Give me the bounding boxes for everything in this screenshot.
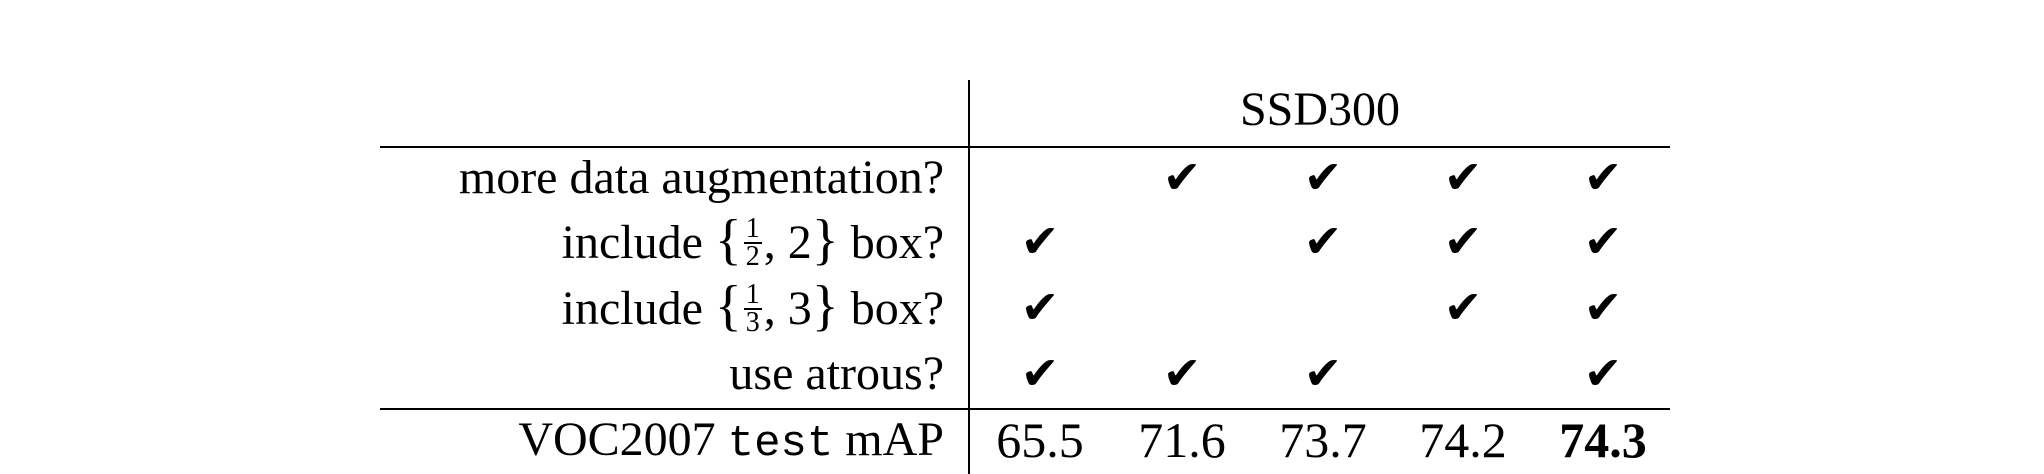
check-mark-icon: ✔ xyxy=(1020,346,1060,400)
map-value-cell: 73.7 xyxy=(1279,412,1367,468)
column-divider xyxy=(968,80,970,474)
row-label-aspect-ratio-2: include {1 2, 2} box? xyxy=(562,212,944,274)
fraction-numerator: 1 xyxy=(743,212,762,244)
check-mark-icon: ✔ xyxy=(1583,280,1623,334)
check-mark-icon: ✔ xyxy=(1443,150,1483,204)
table-header-ssd300: SSD300 xyxy=(1239,83,1401,136)
map-value-cell: 71.6 xyxy=(1138,412,1226,468)
fraction-denominator: 2 xyxy=(745,240,760,272)
map-value-cell: 65.5 xyxy=(996,412,1084,468)
row-label-voc2007-map: VOC2007 test mAP xyxy=(518,412,944,472)
check-mark-icon: ✔ xyxy=(1583,150,1623,204)
row-label-suffix: box? xyxy=(838,282,944,335)
header-rule xyxy=(380,146,1670,148)
row-label-suffix: box? xyxy=(838,216,944,269)
result-label-a: VOC2007 xyxy=(518,413,728,466)
row-label-data-augmentation: more data augmentation? xyxy=(458,151,944,204)
check-mark-icon: ✔ xyxy=(1583,214,1623,268)
check-mark-icon: ✔ xyxy=(1443,280,1483,334)
row-label-aspect-ratio-3: include {1 3, 3} box? xyxy=(562,278,944,340)
check-mark-icon: ✔ xyxy=(1303,214,1343,268)
brace-open: { xyxy=(714,275,742,337)
check-mark-icon: ✔ xyxy=(1303,346,1343,400)
check-mark-icon: ✔ xyxy=(1020,280,1060,334)
row-label-prefix: include xyxy=(561,282,715,335)
row-label-atrous: use atrous? xyxy=(729,347,944,400)
brace-open: { xyxy=(714,209,742,271)
check-mark-icon: ✔ xyxy=(1162,150,1202,204)
check-mark-icon: ✔ xyxy=(1583,346,1623,400)
result-label-b: mAP xyxy=(833,413,944,466)
map-value-cell: 74.3 xyxy=(1559,412,1647,468)
check-mark-icon: ✔ xyxy=(1162,346,1202,400)
fraction-denominator: 3 xyxy=(745,306,760,338)
brace-close: } xyxy=(811,209,839,271)
brace-close: } xyxy=(811,275,839,337)
result-rule xyxy=(380,408,1670,410)
result-label-test: test xyxy=(727,419,834,469)
map-value-cell: 74.2 xyxy=(1419,412,1507,468)
row-label-prefix: include xyxy=(561,216,715,269)
fraction-numerator: 1 xyxy=(743,278,762,310)
check-mark-icon: ✔ xyxy=(1303,150,1343,204)
check-mark-icon: ✔ xyxy=(1443,214,1483,268)
row-label-after-fraction: , 2 xyxy=(763,216,812,269)
row-label-after-fraction: , 3 xyxy=(763,282,812,335)
check-mark-icon: ✔ xyxy=(1020,214,1060,268)
